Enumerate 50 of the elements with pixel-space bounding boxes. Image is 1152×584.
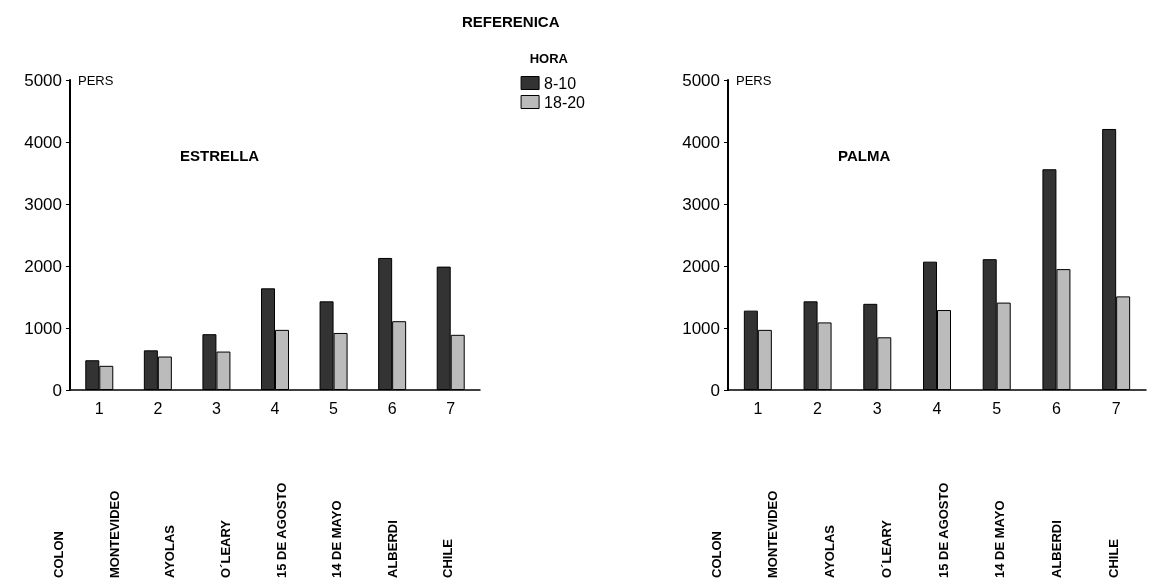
legend-title: HORA (529, 51, 569, 66)
text: REFERENICA (462, 13, 560, 30)
text: PALMA (838, 147, 891, 164)
text: ALBERDI (384, 520, 400, 578)
legend-label: 18-20 (544, 93, 586, 111)
x-tick-label: 1 (94, 399, 104, 417)
y-tick-label: 0 (52, 380, 62, 400)
text: CHILE (440, 538, 456, 578)
x-tick-label: 3 (872, 399, 882, 417)
y-tick-label: 5000 (682, 70, 720, 90)
x-tick-label: 7 (446, 399, 456, 417)
x-tick-label: 3 (211, 399, 221, 417)
text: O´LEARY (878, 519, 894, 578)
y-tick-label: 4000 (24, 132, 62, 152)
text: CHILE (1105, 538, 1121, 578)
text: MONTEVIDEO (765, 490, 781, 578)
x-tick-label: 4 (270, 399, 280, 417)
text: COLON (50, 531, 66, 578)
y-tick-label: 3000 (682, 194, 720, 214)
y-tick-label: 0 (710, 380, 720, 400)
y-tick-label: 3000 (24, 194, 62, 214)
x-tick-label: 1 (753, 399, 763, 417)
x-tick-label: 4 (932, 399, 942, 417)
text: AYOLAS (162, 524, 178, 578)
y-tick-label: 2000 (24, 256, 62, 276)
text: AYOLAS (822, 524, 838, 578)
legend-label: 8-10 (544, 74, 577, 92)
y-tick-label: 5000 (24, 70, 62, 90)
text: 15 DE AGOSTO (273, 482, 289, 578)
text: 14 DE MAYO (329, 500, 345, 578)
x-tick-label: 5 (329, 399, 339, 417)
text: ALBERDI (1048, 520, 1064, 578)
x-tick-label: 5 (992, 399, 1002, 417)
y-axis-title: PERS (78, 73, 114, 88)
y-tick-label: 1000 (24, 318, 62, 338)
x-tick-label: 6 (387, 399, 397, 417)
y-tick-label: 4000 (682, 132, 720, 152)
x-tick-label: 7 (1111, 399, 1121, 417)
text: COLON (708, 531, 724, 578)
x-tick-label: 2 (153, 399, 163, 417)
text: O´LEARY (217, 519, 233, 578)
y-tick-label: 1000 (682, 318, 720, 338)
x-tick-label: 6 (1051, 399, 1061, 417)
text: MONTEVIDEO (106, 490, 122, 578)
y-axis-title: PERS (736, 73, 772, 88)
text: ESTRELLA (180, 147, 260, 164)
text: 14 DE MAYO (992, 500, 1008, 578)
text: 15 DE AGOSTO (935, 482, 951, 578)
y-tick-label: 2000 (682, 256, 720, 276)
x-tick-label: 2 (813, 399, 823, 417)
